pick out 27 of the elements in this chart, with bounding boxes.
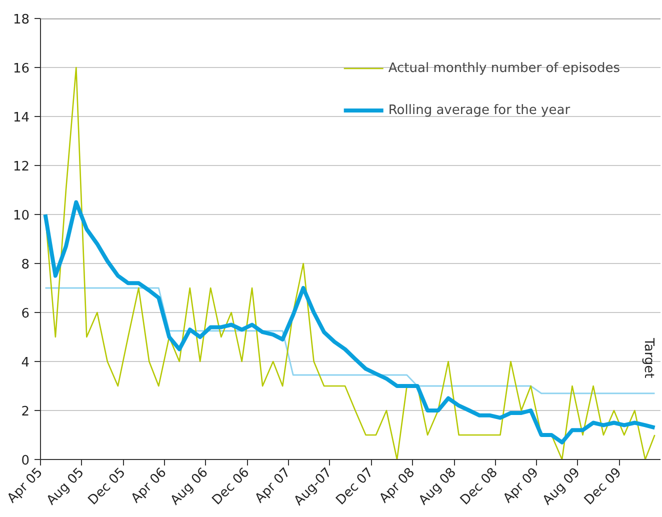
y-tick-label: 16 — [12, 62, 30, 76]
x-tick-label: Apr 09 — [500, 465, 542, 506]
x-tick-label: Dec 06 — [210, 465, 253, 508]
y-tick-label: 6 — [21, 306, 30, 322]
x-tick-label: Apr 08 — [376, 465, 418, 506]
x-tick-label: Aug 06 — [168, 465, 212, 508]
x-tick-label: Aug 09 — [540, 465, 584, 508]
x-tick-label: Dec 05 — [86, 465, 129, 508]
line-series — [44, 287, 656, 394]
y-tick-label: 14 — [12, 110, 30, 126]
line-series — [43, 200, 657, 444]
x-tick-label: Aug 05 — [44, 465, 88, 508]
x-tick-label: Aug 08 — [416, 465, 460, 508]
y-tick-label: 10 — [12, 208, 30, 224]
x-tick-label: Apr 07 — [252, 465, 294, 506]
x-tick-label: Dec 07 — [334, 465, 377, 508]
x-tick-label: Dec 09 — [582, 465, 625, 508]
x-tick-label: Dec 08 — [458, 465, 501, 508]
y-tick-label: 8 — [21, 258, 30, 272]
y-tick-label: 12 — [12, 160, 30, 174]
y-tick-label: 18 — [12, 12, 30, 28]
legend-label: Rolling average for the year — [388, 102, 570, 118]
x-tick-label: Apr 06 — [128, 465, 170, 506]
y-tick-label: 4 — [21, 356, 30, 370]
y-tick-label: 2 — [21, 404, 30, 420]
annotation: Target — [641, 336, 656, 378]
legend-label: Actual monthly number of episodes — [388, 60, 620, 76]
